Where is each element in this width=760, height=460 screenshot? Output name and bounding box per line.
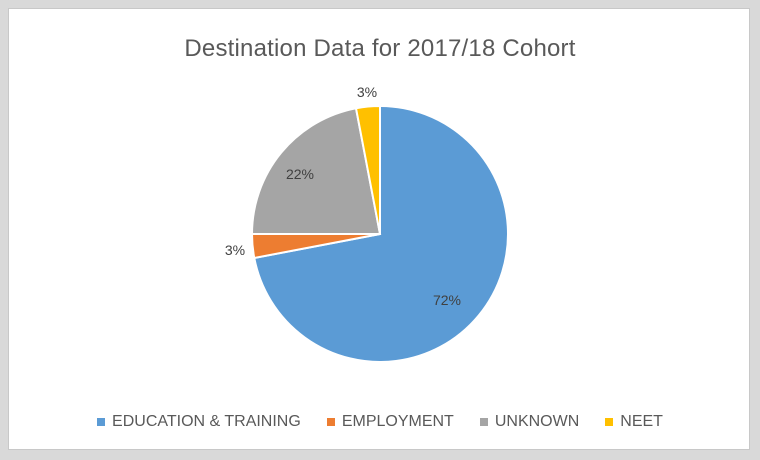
data-label-education-training: 72% — [433, 292, 461, 308]
data-label-unknown: 22% — [286, 166, 314, 182]
legend-label-neet: NEET — [620, 413, 663, 430]
pie-slice-education-training — [253, 104, 509, 363]
legend-item-employment: EMPLOYMENT — [326, 413, 454, 431]
legend-label-unknown: UNKNOWN — [494, 413, 580, 430]
legend: EDUCATION & TRAINING EMPLOYMENT UNKNOWN … — [9, 413, 751, 431]
pie-slice-neet — [354, 104, 381, 235]
legend-item-neet: NEET — [605, 413, 663, 431]
legend-item-unknown: UNKNOWN — [479, 413, 580, 431]
legend-item-education-training: EDUCATION & TRAINING — [97, 413, 301, 431]
legend-label-education-training: EDUCATION & TRAINING — [112, 413, 301, 430]
legend-swatch-unknown — [479, 418, 488, 426]
legend-label-employment: EMPLOYMENT — [341, 413, 454, 430]
data-label-neet: 3% — [357, 84, 377, 100]
legend-swatch-education-training — [97, 418, 106, 426]
pie-chart: 72% 3% 22% 3% — [225, 84, 509, 363]
data-label-employment: 3% — [225, 242, 245, 258]
chart-area: Destination Data for 2017/18 Cohort 72% 3… — [8, 8, 750, 450]
pie-slice-unknown — [250, 107, 382, 235]
chart-title: Destination Data for 2017/18 Cohort — [184, 35, 576, 62]
legend-swatch-employment — [326, 418, 335, 426]
legend-swatch-neet — [605, 418, 614, 426]
